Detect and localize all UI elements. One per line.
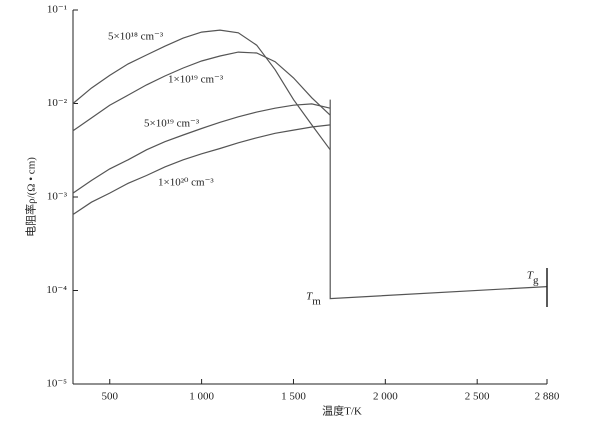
- annotation-text: T: [527, 270, 534, 282]
- x-tick-label: 2 000: [373, 391, 398, 403]
- y-tick-label: 10⁻¹: [47, 4, 67, 16]
- x-tick-label: 500: [101, 391, 118, 403]
- x-tick-label: 1 500: [281, 391, 306, 403]
- y-tick-label: 10⁻⁴: [46, 284, 67, 296]
- annotation-sub: m: [312, 296, 321, 308]
- annotation-text: T: [306, 291, 313, 303]
- series-label: 1×10¹⁹ cm⁻³: [168, 74, 224, 86]
- y-axis-label: 电阻率ρ/(Ω • cm): [24, 157, 38, 237]
- x-tick-label: 2 500: [465, 391, 490, 403]
- x-tick-label: 2 880: [535, 391, 560, 403]
- series-line: [72, 29, 331, 151]
- series-label: 1×10²⁰ cm⁻³: [158, 177, 214, 189]
- series-label: 5×10¹⁹ cm⁻³: [144, 118, 200, 130]
- x-tick-label: 1 000: [189, 391, 214, 403]
- series-line: [72, 103, 331, 194]
- series-label: 5×10¹⁸ cm⁻³: [108, 31, 164, 43]
- series-line: [72, 51, 331, 132]
- series-line: [72, 124, 331, 215]
- y-tick-label: 10⁻⁵: [46, 378, 67, 390]
- x-axis-label: 温度T/K: [322, 404, 362, 418]
- y-tick-label: 10⁻³: [47, 191, 68, 203]
- annotation-sub: g: [533, 275, 539, 287]
- melt-line: [329, 99, 548, 300]
- y-tick-label: 10⁻²: [47, 97, 68, 109]
